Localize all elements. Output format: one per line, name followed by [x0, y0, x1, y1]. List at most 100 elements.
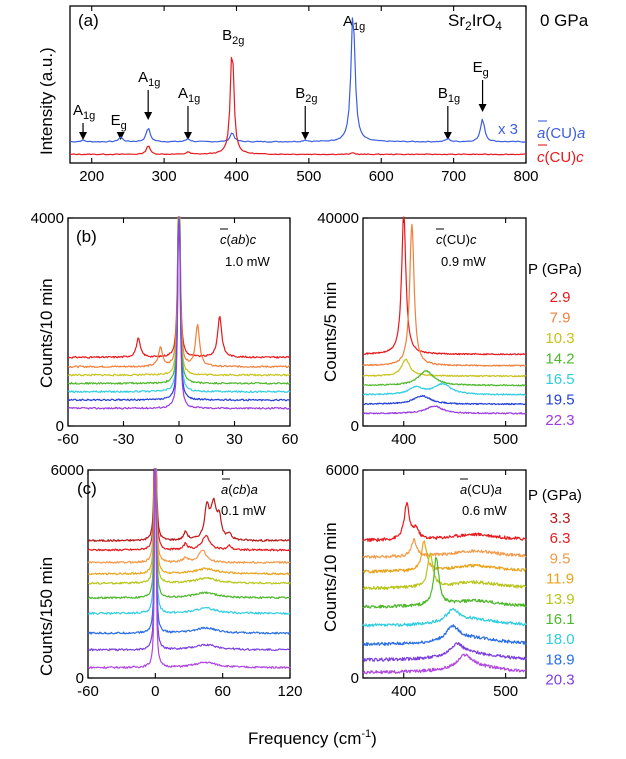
- trace-line: [362, 216, 527, 356]
- trace-line: [362, 369, 527, 387]
- peak-arrowhead: [478, 104, 487, 112]
- x-tick-label: 60: [214, 683, 231, 700]
- x-tick-label: 120: [277, 683, 302, 700]
- config-b-left: c(ab)c: [220, 232, 257, 247]
- peak-arrowhead: [79, 132, 88, 140]
- trace-line: [69, 57, 526, 156]
- panel-b-right-ticks: 400 500 0 40000: [317, 210, 518, 448]
- panel-c-right-ylabel: Counts/10 min: [321, 522, 340, 632]
- pressure-label: 0 GPa: [540, 11, 589, 30]
- legend-c-value: 20.3: [545, 672, 574, 689]
- config-b-right: c(CU)c: [436, 232, 477, 247]
- x-tick-label: 200: [79, 168, 104, 185]
- x-tick-label: 400: [391, 683, 416, 700]
- panel-b-left-ticks: -60 -30 0 30 60 0 4000: [31, 210, 299, 448]
- panel-b-left-frame: [67, 217, 291, 427]
- x-tick-label: 500: [296, 168, 321, 185]
- trace-line: [362, 642, 527, 662]
- sample-name: Sr2IrO4: [448, 11, 502, 33]
- legend-b-value: 22.3: [545, 412, 574, 429]
- y-tick-label: 0: [76, 670, 84, 687]
- legend-a(CU)a: a(CU)a: [537, 120, 585, 142]
- peak-arrowhead: [443, 132, 452, 140]
- trace-line: [69, 17, 527, 143]
- power-c-left: 0.1 mW: [221, 503, 267, 518]
- peak-label-sub: 2g: [305, 93, 317, 105]
- legend-c-value: 13.9: [545, 591, 574, 608]
- panel-b-label: (b): [76, 227, 97, 246]
- peak-label-sub: g: [483, 67, 489, 79]
- peak-label: B2g: [222, 27, 244, 47]
- x-tick-label: 500: [493, 683, 518, 700]
- legend-c-title: P (GPa): [528, 487, 582, 504]
- peak-label: A1g: [138, 69, 160, 89]
- x-tick-label: 600: [369, 168, 394, 185]
- trace-line: [87, 468, 291, 615]
- panel-b-left-traces: [67, 216, 291, 410]
- panel-b-left-ylabel: Counts/10 min: [37, 278, 56, 388]
- trace-line: [87, 468, 291, 585]
- trace-line: [87, 468, 291, 564]
- x-tick-label: -60: [57, 431, 79, 448]
- peak-label-sub: 1g: [83, 110, 95, 122]
- x-tick-label: 400: [224, 168, 249, 185]
- trace-line: [362, 405, 527, 415]
- peak-label-sub: 1g: [188, 93, 200, 105]
- legend-c-value: 18.9: [545, 651, 574, 668]
- panel-c-right-traces: [362, 501, 527, 675]
- power-b-right: 0.9 mW: [441, 254, 487, 269]
- panel-c-left-traces: [87, 468, 291, 669]
- power-c-right: 0.6 mW: [462, 503, 508, 518]
- peak-label-sub: 1g: [448, 93, 460, 105]
- legend-c-value: 18.0: [545, 631, 574, 648]
- trace-line: [362, 557, 527, 609]
- trace-line: [362, 607, 527, 628]
- legend-c(CU)c: c(CU)c: [537, 144, 584, 166]
- trace-line: [362, 653, 527, 675]
- panel-b-left: -60 -30 0 30 60 0 4000 (b) c(ab)c 1.0 mW Count…: [31, 210, 299, 448]
- peak-label: Eg: [473, 59, 489, 79]
- legend-b-value: 14.2: [545, 351, 574, 368]
- peak-label-sub: 1g: [353, 21, 365, 33]
- x-tick-label: 0: [175, 431, 183, 448]
- panel-c-right: 400 500 0 6000 a(CU)a 0.6 mW Counts/10 min: [321, 462, 527, 700]
- y-tick-label: 6000: [51, 462, 84, 479]
- legend-b-value: 16.5: [545, 371, 574, 388]
- trace-line: [87, 468, 291, 542]
- x-tick-label: 700: [441, 168, 466, 185]
- x-tick-label: -60: [77, 683, 99, 700]
- x-tick-label: -30: [113, 431, 135, 448]
- peak-label-sub: 1g: [148, 77, 160, 89]
- panel-b-right-traces: [362, 216, 527, 415]
- power-b-left: 1.0 mW: [225, 254, 271, 269]
- legend-b-value: 19.5: [545, 392, 574, 409]
- legend-b-title: P (GPa): [528, 261, 582, 278]
- x-tick-label: 300: [152, 168, 177, 185]
- legend-entry-red: c(CU)c: [537, 149, 584, 166]
- trace-line: [87, 468, 291, 652]
- y-tick-label: 40000: [317, 210, 359, 227]
- panel-b-right-ylabel: Counts/5 min: [321, 282, 340, 382]
- panel-a-ylabel: Intensity (a.u.): [37, 47, 56, 155]
- panel-b-right-frame: [362, 217, 527, 427]
- config-c-left: a(cb)a: [221, 482, 258, 497]
- pressure-legend-b: P (GPa) 2.9 7.9 10.3 14.2 16.5 19.5 22.3: [528, 261, 582, 429]
- legend-b-value: 10.3: [545, 330, 574, 347]
- trace-line: [362, 624, 527, 647]
- trace-line: [362, 538, 527, 559]
- peak-label-sub: 2g: [232, 35, 244, 47]
- panel-c-left-ylabel: Counts/150 min: [37, 557, 56, 676]
- trace-line: [67, 216, 291, 385]
- y-tick-label: 6000: [326, 462, 359, 479]
- panel-c-label: (c): [77, 479, 97, 498]
- panel-c-right-ticks: 400 500 0 6000: [326, 462, 519, 700]
- scale-note: x 3: [498, 121, 518, 138]
- legend-c-value: 9.5: [550, 550, 571, 567]
- peak-arrowhead: [301, 132, 310, 140]
- trace-line: [362, 382, 526, 396]
